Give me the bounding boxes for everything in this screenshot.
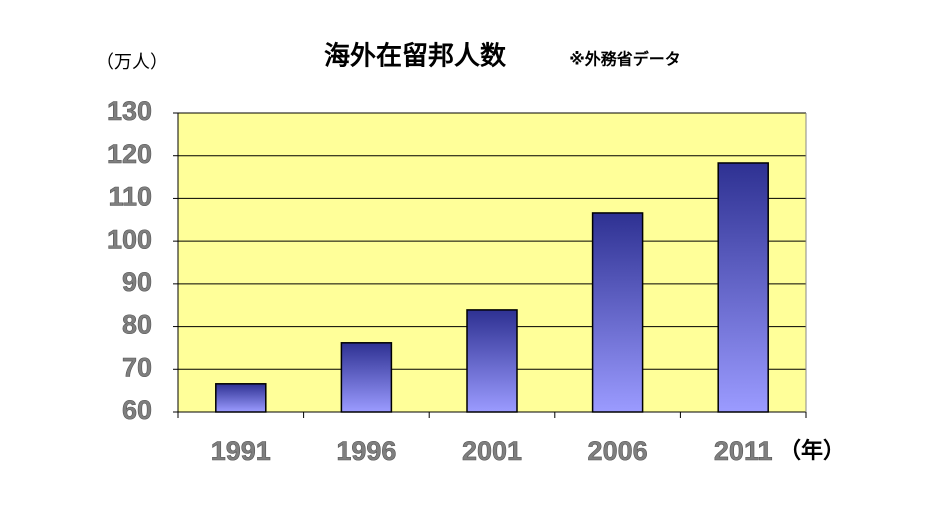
y-tick-label: 100 xyxy=(107,224,152,254)
x-tick-label: 1991 xyxy=(211,436,271,466)
bar xyxy=(340,342,393,413)
bar xyxy=(215,383,267,413)
y-tick-label: 70 xyxy=(122,352,152,382)
bar xyxy=(466,309,518,413)
y-tick-label: 60 xyxy=(122,395,152,425)
chart-subtitle: ※外務省データ xyxy=(569,50,681,69)
y-tick-label: 130 xyxy=(107,96,152,126)
y-tick-label: 120 xyxy=(107,139,152,169)
x-tick-label: 1996 xyxy=(336,436,396,466)
x-tick-label: 2001 xyxy=(462,436,522,466)
bar xyxy=(591,212,644,413)
x-axis-label: （年） xyxy=(779,438,845,464)
x-tick-label: 2011 xyxy=(714,436,773,466)
bar xyxy=(717,162,769,413)
y-tick-label: 110 xyxy=(108,182,152,212)
y-tick-label: 80 xyxy=(122,310,152,340)
y-axis-label: （万人） xyxy=(96,52,168,73)
y-tick-label: 90 xyxy=(122,267,152,297)
chart-title: 海外在留邦人数 xyxy=(324,42,507,72)
x-tick-label: 2006 xyxy=(588,436,648,466)
